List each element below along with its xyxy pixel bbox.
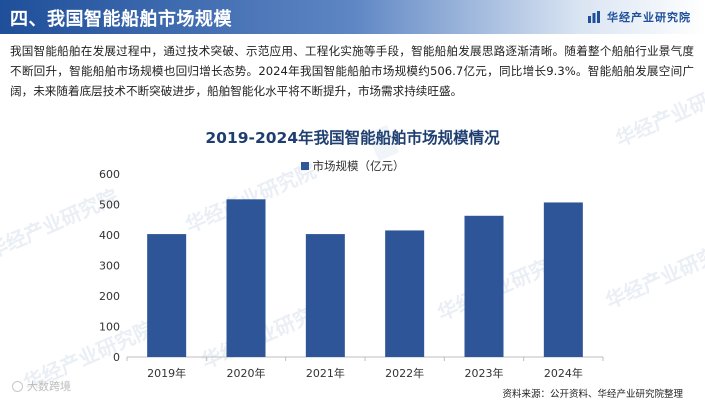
bar — [147, 234, 187, 357]
bar — [543, 202, 583, 357]
legend-swatch — [300, 162, 309, 170]
page-title: 四、我国智能船舶市场规模 — [10, 9, 232, 30]
chart-title: 2019-2024年我国智能船舶市场规模情况 — [205, 129, 500, 147]
bar — [385, 230, 425, 357]
chart-legend: 市场规模（亿元） — [0, 158, 705, 174]
x-tick-label: 2020年 — [227, 366, 266, 380]
bar — [305, 234, 345, 357]
y-tick-label: 600 — [99, 168, 120, 181]
bar-logo-icon — [588, 11, 600, 23]
bar — [226, 199, 266, 357]
x-tick-label: 2022年 — [385, 366, 424, 380]
intro-paragraph: 我国智能船舶在发展过程中，通过技术突破、示范应用、工程化实施等手段，智能船舶发展… — [10, 44, 694, 98]
brand-name: 华经产业研究院 — [607, 11, 691, 24]
corner-logo-icon — [12, 380, 23, 392]
x-tick-label: 2019年 — [147, 366, 186, 380]
x-tick-label: 2021年 — [306, 366, 345, 380]
x-tick-label: 2024年 — [544, 366, 583, 380]
legend-label: 市场规模（亿元） — [312, 159, 405, 173]
corner-logo: 大数跨境 — [12, 378, 71, 394]
header-bar — [0, 0, 705, 34]
x-tick-label: 2023年 — [465, 366, 504, 380]
y-tick-label: 100 — [99, 321, 120, 334]
brand: 华经产业研究院 — [587, 9, 691, 25]
y-tick-label: 200 — [99, 290, 120, 303]
source-note: 资料来源：公开资料、华经产业研究院整理 — [502, 389, 683, 400]
y-tick-label: 500 — [99, 199, 120, 212]
corner-logo-text: 大数跨境 — [27, 380, 71, 393]
bar — [464, 215, 504, 357]
y-tick-label: 0 — [113, 351, 120, 364]
y-tick-label: 300 — [99, 260, 120, 273]
y-tick-label: 400 — [99, 229, 120, 242]
